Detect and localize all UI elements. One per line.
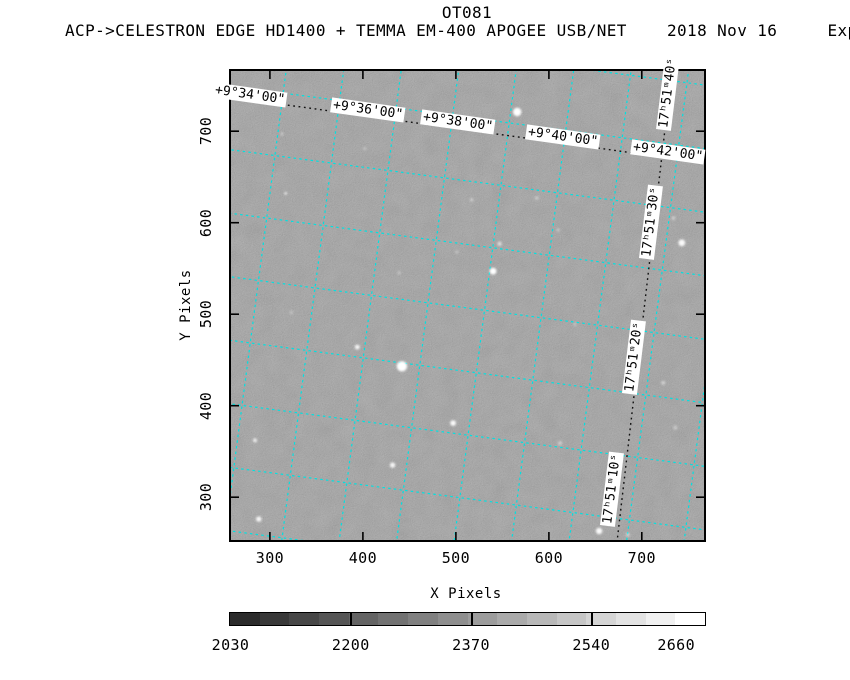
page-title: OT081: [441, 3, 493, 22]
colorbar: [229, 612, 706, 626]
star: [535, 196, 539, 200]
x-tick-label: 500: [441, 549, 471, 567]
grid-line-ra: [385, 69, 472, 542]
colorbar-step: [556, 613, 587, 625]
star: [455, 250, 459, 254]
x-axis-title: X Pixels: [430, 586, 502, 602]
star: [573, 322, 577, 327]
grid-line-dec: [229, 264, 706, 352]
colorbar-step: [408, 613, 438, 625]
colorbar-step: [319, 613, 349, 625]
grid-line-ra: [441, 69, 529, 542]
star: [557, 441, 563, 446]
star: [289, 310, 294, 315]
star: [678, 239, 686, 247]
colorbar-tick-label: 2370: [452, 636, 490, 654]
colorbar-step: [497, 613, 527, 625]
colorbar-divider: [470, 613, 473, 625]
ra-marker-line: [616, 69, 673, 542]
colorbar-step: [378, 613, 409, 625]
y-tick-label: 600: [197, 208, 215, 237]
colorbar-tick-label: 2540: [572, 636, 611, 654]
grid-line-ra: [328, 69, 416, 542]
x-tick-label: 600: [534, 549, 564, 567]
colorbar-divider: [590, 613, 593, 625]
x-tick-label: 400: [348, 549, 378, 567]
colorbar-tick-label: 2030: [211, 636, 250, 654]
star: [253, 438, 257, 443]
star: [497, 241, 502, 246]
image-plot-area: [229, 69, 706, 542]
star: [489, 267, 497, 275]
colorbar-step: [230, 613, 260, 625]
colorbar-step: [348, 613, 379, 625]
colorbar-divider: [350, 613, 353, 625]
colorbar-step: [615, 613, 646, 625]
grid-line-ra: [498, 69, 585, 542]
star: [363, 146, 367, 151]
star: [280, 132, 284, 136]
dec-marker-line: [229, 96, 706, 164]
star: [450, 420, 456, 426]
grid-line-dec: [229, 389, 706, 477]
y-tick-label: 300: [197, 483, 215, 512]
star: [396, 361, 408, 372]
grid-line-dec: [229, 451, 706, 539]
wcs-grid: [229, 69, 706, 542]
grid-line-dec: [229, 139, 706, 227]
x-tick-label: 700: [627, 549, 656, 567]
colorbar-step: [675, 613, 705, 625]
star: [469, 198, 474, 202]
star: [595, 527, 603, 535]
star: [354, 344, 360, 350]
plot-frame: [229, 69, 706, 542]
star: [661, 380, 666, 385]
colorbar-step: [467, 613, 498, 625]
stars: [253, 107, 686, 537]
colorbar-step: [526, 613, 557, 625]
y-tick-label: 400: [197, 391, 215, 420]
y-axis-title: Y Pixels: [178, 269, 194, 341]
colorbar-tick-label: 2660: [657, 636, 696, 654]
star: [673, 425, 678, 430]
star: [513, 107, 522, 117]
colorbar-step: [437, 613, 468, 625]
star: [397, 271, 401, 275]
colorbar-step: [586, 613, 616, 625]
y-tick-label: 700: [197, 117, 215, 146]
colorbar-step: [289, 613, 320, 625]
grid-line-dec: [229, 326, 706, 414]
star: [625, 532, 630, 537]
grid-line-ra: [611, 69, 698, 542]
colorbar-step: [645, 613, 676, 625]
star: [389, 462, 396, 468]
y-tick-label: 500: [197, 300, 215, 329]
grid-line-dec: [229, 202, 706, 289]
colorbar-step: [259, 613, 290, 625]
axis-tick-marks: [230, 70, 705, 541]
x-tick-label: 300: [255, 549, 285, 567]
star: [284, 192, 287, 195]
colorbar-tick-label: 2200: [331, 636, 370, 654]
grid-line-ra: [229, 69, 303, 542]
wcs-marker-lines: [229, 69, 706, 542]
star-field-image: [229, 69, 706, 542]
vignette-overlay: [229, 69, 706, 542]
star: [556, 228, 560, 232]
star: [256, 516, 262, 522]
star: [671, 216, 676, 221]
observation-subtitle: ACP->CELESTRON EDGE HD1400 + TEMMA EM-40…: [65, 21, 850, 40]
grid-line-ra: [554, 69, 642, 542]
